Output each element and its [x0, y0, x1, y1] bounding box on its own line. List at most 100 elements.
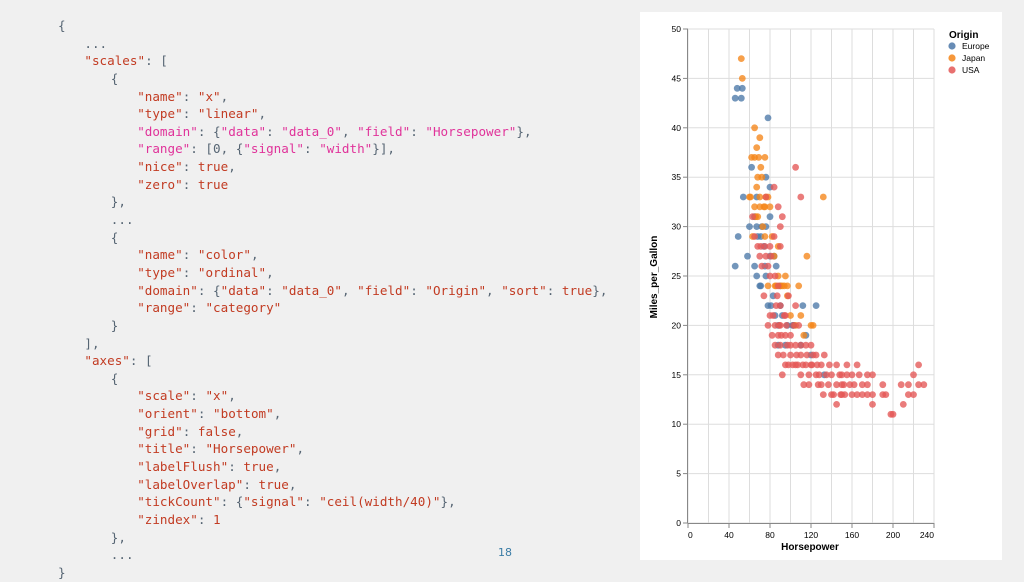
legend-label: Japan: [962, 53, 985, 63]
code-token: true: [561, 282, 593, 298]
code-token: :: [266, 123, 282, 139]
point-usa: [807, 341, 815, 349]
code-token: : [: [145, 53, 168, 69]
point-japan: [753, 144, 761, 152]
point-japan: [755, 154, 763, 161]
code-token: true: [243, 459, 274, 475]
point-europe: [753, 223, 761, 231]
code-token: : {: [197, 282, 221, 298]
point-usa: [792, 302, 799, 309]
code-token: "nice": [137, 159, 183, 175]
point-usa: [794, 361, 802, 369]
chart-axes: 0 40 80 120 160 200 240 0 5 10 15 20 25 30 35 40 45 50: [672, 24, 935, 540]
code-token: "zero": [137, 176, 183, 192]
point-usa: [760, 292, 768, 300]
point-usa: [756, 252, 764, 260]
code-line: "orient": "bottom",: [58, 405, 607, 423]
code-line: {: [58, 70, 607, 88]
point-usa: [758, 262, 766, 270]
point-usa: [770, 183, 778, 191]
code-token: },: [440, 494, 456, 510]
code-token: ,: [228, 159, 236, 175]
code-token: "axes": [84, 353, 130, 369]
code-token: :: [182, 88, 198, 104]
code-token: },: [592, 282, 608, 298]
point-europe: [764, 114, 772, 122]
y-tick-label: 10: [672, 419, 682, 429]
point-europe: [753, 272, 761, 280]
point-japan: [782, 272, 789, 280]
code-token: {: [110, 370, 119, 386]
chart-svg: 0 40 80 120 160 200 240 0 5 10 15 20 25 30 35 40 45 50 Ho…: [649, 24, 990, 553]
point-usa: [820, 351, 828, 359]
code-token: "scales": [84, 53, 146, 69]
point-japan: [766, 203, 774, 211]
point-usa: [764, 322, 772, 329]
point-japan: [758, 173, 766, 181]
point-usa: [808, 361, 816, 369]
point-usa: [773, 292, 781, 300]
code-token: }: [58, 564, 66, 580]
y-tick-label: 40: [672, 123, 682, 133]
code-token: :: [182, 264, 198, 280]
point-usa: [782, 331, 789, 339]
point-usa: [833, 381, 840, 389]
point-usa: [915, 361, 922, 369]
point-usa: [805, 381, 813, 389]
code-line: "scales": [: [58, 52, 607, 70]
code-token: "scale": [137, 388, 191, 404]
point-japan: [756, 193, 764, 201]
y-tick-label: 5: [676, 469, 681, 479]
x-tick-label: 40: [724, 530, 734, 540]
point-europe: [734, 233, 742, 240]
chart-points: [731, 55, 928, 418]
code-token: :: [228, 459, 244, 475]
code-token: :: [304, 494, 320, 510]
point-usa: [761, 243, 769, 250]
code-token: :: [182, 159, 198, 175]
y-tick-label: 15: [672, 370, 682, 380]
code-token: :: [182, 176, 198, 192]
code-token: :: [266, 282, 282, 298]
point-usa: [830, 391, 837, 398]
point-usa: [802, 341, 810, 349]
point-usa: [787, 331, 794, 339]
point-europe: [772, 262, 780, 270]
point-europe: [746, 223, 753, 231]
x-tick-label: 0: [688, 530, 693, 540]
y-tick-label: 25: [672, 271, 682, 281]
point-usa: [910, 391, 917, 398]
code-token: 1: [213, 511, 221, 527]
code-token: "labelOverlap": [137, 476, 244, 492]
code-line: "range": [0, {"signal": "width"}],: [58, 140, 607, 158]
point-usa: [889, 410, 897, 418]
point-usa: [840, 381, 848, 389]
y-tick-label: 50: [672, 24, 682, 34]
code-token: :: [182, 423, 198, 439]
code-token: "domain": [137, 282, 198, 298]
point-japan: [797, 312, 805, 319]
point-usa: [879, 381, 887, 389]
point-usa: [751, 233, 758, 240]
code-line: }: [58, 564, 607, 582]
code-token: "field": [357, 282, 411, 298]
point-japan: [803, 252, 811, 260]
y-tick-label: 20: [672, 320, 682, 330]
code-token: "name": [137, 247, 183, 263]
point-europe: [757, 282, 765, 290]
point-usa: [853, 361, 861, 369]
point-usa: [785, 292, 792, 300]
point-usa: [833, 361, 840, 369]
point-japan: [784, 282, 791, 290]
scatter-chart: 0 40 80 120 160 200 240 0 5 10 15 20 25 30 35 40 45 50 Ho…: [640, 12, 1002, 560]
legend-symbol-europe: [948, 42, 956, 50]
code-token: "Horsepower": [205, 441, 297, 457]
code-token: ,: [341, 282, 358, 298]
code-line: {: [58, 17, 607, 35]
point-usa: [853, 391, 861, 398]
point-usa: [787, 341, 794, 349]
code-line: {: [58, 370, 607, 388]
page-number: 18: [498, 546, 512, 559]
code-token: "category": [205, 300, 282, 316]
code-token: :: [243, 476, 259, 492]
